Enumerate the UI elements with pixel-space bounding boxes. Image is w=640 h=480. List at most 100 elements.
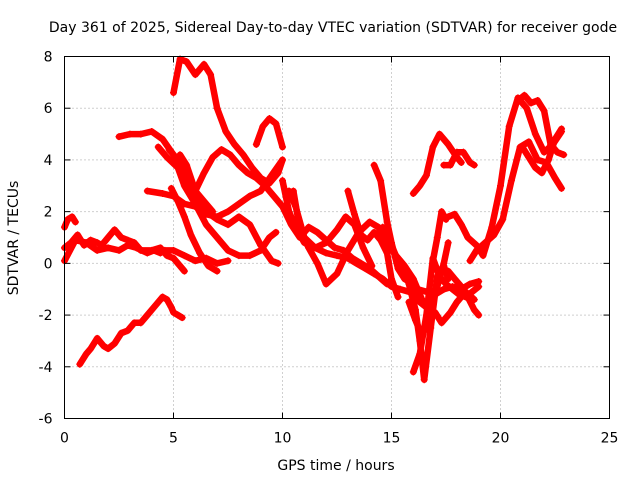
data-point [285, 208, 293, 216]
plot-frame [64, 56, 610, 419]
data-point [100, 342, 108, 350]
data-point [440, 161, 448, 169]
data-point [520, 91, 528, 99]
data-point [74, 231, 82, 239]
data-point [370, 270, 378, 278]
data-point [322, 280, 330, 288]
data-series-trace-9 [165, 146, 217, 216]
data-point [170, 89, 177, 97]
data-point [87, 236, 95, 244]
data-point [143, 311, 151, 319]
y-tick-label: 8 [44, 50, 53, 66]
data-point [180, 182, 188, 190]
data-point [457, 283, 465, 291]
data-point [405, 280, 413, 288]
data-point [272, 120, 280, 128]
data-point [333, 252, 341, 260]
data-point [388, 275, 395, 283]
data-point [344, 246, 352, 254]
data-point [265, 115, 273, 123]
data-point [353, 259, 361, 267]
data-point [270, 192, 278, 200]
data-series-trace-19 [405, 239, 452, 340]
data-point [377, 236, 385, 244]
data-point [104, 234, 112, 241]
data-point [311, 244, 319, 252]
data-point [409, 190, 417, 198]
data-point [170, 246, 177, 254]
data-point [82, 350, 90, 358]
y-tick-label: -4 [39, 360, 53, 376]
data-point [479, 252, 487, 260]
data-point [178, 314, 186, 322]
data-point [130, 239, 138, 247]
data-point [213, 234, 221, 241]
data-point [200, 169, 208, 177]
data-point [124, 236, 132, 244]
data-series-trace-3 [61, 213, 79, 231]
data-point [446, 161, 454, 169]
data-point [366, 218, 374, 226]
data-point [531, 130, 539, 138]
data-point [76, 360, 84, 368]
data-point [68, 213, 76, 221]
data-point [213, 259, 221, 267]
data-point [191, 187, 199, 195]
data-point [438, 208, 446, 216]
data-point [455, 290, 463, 298]
x-tick-label: 20 [492, 431, 510, 447]
chart-title: Day 361 of 2025, Sidereal Day-to-day VTE… [49, 20, 617, 36]
data-point [422, 171, 430, 179]
data-point [442, 280, 450, 288]
data-point [191, 257, 199, 265]
data-point [209, 208, 217, 216]
data-point [154, 143, 162, 151]
data-point [180, 252, 188, 260]
data-point [499, 215, 507, 223]
data-point [470, 161, 478, 169]
data-point [130, 319, 138, 327]
data-point [224, 246, 232, 254]
data-point [527, 99, 535, 107]
series-line [165, 146, 216, 215]
data-point [313, 259, 321, 267]
data-point [481, 239, 489, 247]
data-point [257, 187, 265, 195]
data-point [523, 104, 531, 112]
data-point [488, 223, 496, 231]
data-point [115, 246, 123, 254]
data-point [279, 156, 286, 164]
data-point [505, 122, 513, 130]
data-point [560, 151, 568, 159]
data-point [444, 213, 452, 221]
data-point [174, 197, 182, 205]
data-series-trace-11 [170, 55, 286, 187]
data-point [429, 257, 437, 265]
data-point [98, 241, 106, 249]
data-point [209, 153, 217, 161]
data-point [159, 293, 167, 301]
data-point [364, 236, 372, 244]
data-series-group [61, 55, 568, 384]
data-point [71, 218, 79, 226]
data-point [207, 71, 215, 79]
data-point [152, 301, 160, 309]
data-point [377, 177, 385, 185]
series-line [514, 92, 567, 159]
data-point [187, 231, 195, 239]
data-point [279, 143, 286, 151]
data-point [204, 262, 212, 270]
data-point [344, 187, 352, 195]
data-point [292, 202, 300, 210]
data-point [551, 135, 559, 143]
data-point [248, 164, 256, 172]
data-point [416, 298, 424, 306]
data-series-trace-26 [518, 125, 566, 177]
data-point [361, 265, 369, 273]
data-point [394, 293, 402, 301]
data-point [446, 308, 454, 316]
grid [64, 56, 610, 419]
data-series-trace-12 [252, 115, 286, 151]
data-point [453, 148, 461, 156]
data-point [431, 290, 439, 298]
